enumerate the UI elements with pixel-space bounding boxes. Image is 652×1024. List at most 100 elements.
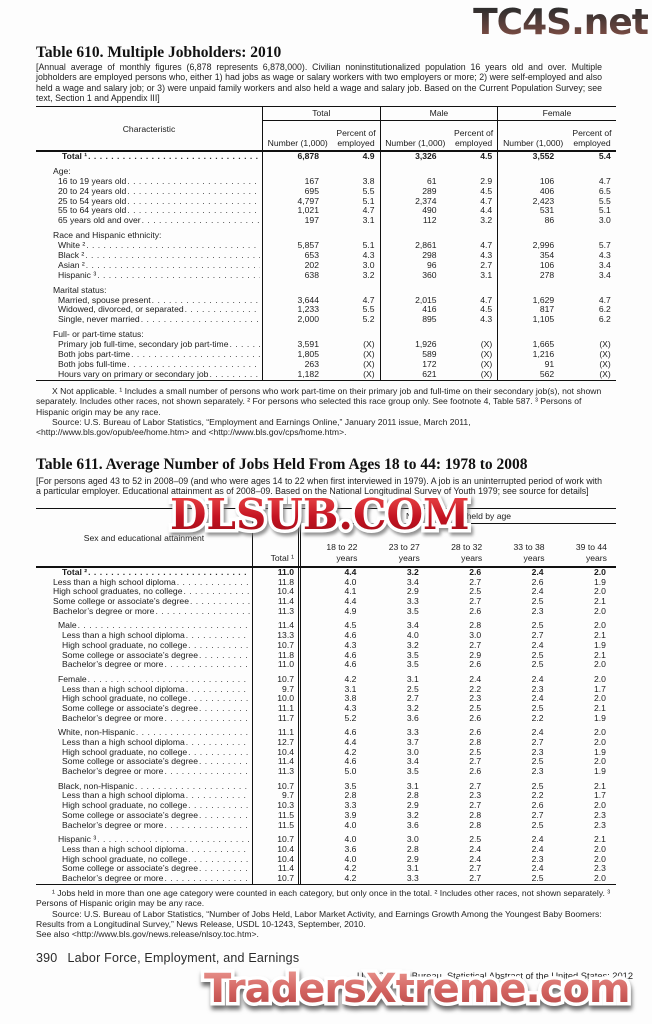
- row-label: Male: [58, 621, 77, 631]
- value-cell: 4.7: [333, 295, 381, 306]
- row-label-cell: Female: [36, 674, 253, 685]
- page-footer: 390 Labor Force, Employment, and Earnings: [36, 951, 299, 965]
- value-cell: 2.4: [469, 844, 482, 854]
- value-cell: 2,374: [415, 196, 437, 206]
- dot-leader: [164, 821, 250, 831]
- value-cell: 2,996: [532, 241, 555, 251]
- row-label-cell: Bachelor’s degree or more: [36, 660, 253, 670]
- value-cell: 11.3: [253, 606, 301, 617]
- value-cell: 10.7: [253, 873, 301, 884]
- value-cell: 2.7: [469, 781, 482, 791]
- dot-leader: [230, 340, 261, 350]
- table-row: 55 to 64 years old 1,021 4.7 490 4.4 531 5.1: [36, 206, 616, 217]
- value-cell: 2.0: [594, 568, 606, 577]
- value-cell: 4.7: [333, 206, 381, 217]
- value-cell: 278: [539, 270, 555, 280]
- value-cell: 3,591: [297, 340, 319, 350]
- value-cell: 2.7: [469, 577, 482, 587]
- value-cell: [568, 167, 616, 177]
- row-label-cell: Black, non-Hispanic: [36, 781, 253, 792]
- value-cell: 4.7: [598, 176, 611, 186]
- value-cell: 1.9: [594, 640, 606, 650]
- table-row: 25 to 54 years old 4,797 5.1 2,374 4.7 2,423 5…: [36, 196, 616, 207]
- value-cell: 2.2: [531, 791, 544, 801]
- table-row: Bachelor’s degree or more 11.0 4.6 3.5 2.6 2.…: [36, 660, 616, 670]
- table-section-row: Age:: [36, 166, 616, 177]
- value-cell: 5.2: [333, 315, 381, 326]
- dot-leader: [199, 704, 250, 714]
- value-cell: 2.0: [594, 757, 606, 767]
- value-cell: 4.7: [451, 241, 499, 252]
- value-cell: 2.7: [406, 694, 419, 704]
- table-row: Bachelor’s degree or more 11.3 5.0 3.5 2.6 2.…: [36, 767, 616, 777]
- table-row: High school graduate, no college 10.0 3.8 2…: [36, 694, 616, 704]
- value-cell: 11.4: [253, 597, 301, 607]
- table-row: Total ² 11.0 4.4 3.2 2.6 2.4 2.0: [36, 568, 616, 578]
- value-cell: 10.4: [253, 587, 301, 598]
- value-cell: 2.4: [531, 674, 544, 684]
- value-cell: [451, 166, 499, 177]
- value-cell: 2.6: [469, 767, 482, 777]
- value-cell: 4.3: [344, 703, 357, 713]
- value-cell: 2.9: [451, 176, 499, 187]
- dot-leader: [186, 791, 250, 801]
- value-cell: 4.4: [344, 738, 357, 747]
- row-label: Primary job full-time, secondary job par…: [58, 340, 229, 350]
- value-cell: [451, 280, 499, 286]
- value-cell: 3.0: [406, 835, 419, 845]
- dot-leader: [164, 874, 250, 884]
- row-label-cell: Some college or associate’s degree: [36, 864, 253, 874]
- value-cell: 96: [427, 260, 437, 270]
- value-cell: 2.8: [406, 791, 419, 801]
- value-cell: 4.5: [451, 152, 499, 162]
- value-cell: 11.7: [253, 713, 301, 724]
- value-cell: [333, 166, 381, 177]
- table-row: Married, spouse present 3,644 4.7 2,015 4.7 1…: [36, 295, 616, 306]
- value-cell: 5.4: [598, 152, 611, 161]
- value-cell: 11.0: [253, 568, 301, 578]
- value-cell: 197: [304, 216, 319, 226]
- dot-leader: [97, 835, 250, 845]
- table-gap-row: [36, 226, 616, 232]
- table-row: Some college or associate’s degree 11.1 4.…: [36, 703, 616, 714]
- row-label: Married, spouse present: [58, 295, 151, 305]
- value-cell: 3.4: [598, 260, 611, 270]
- value-cell: [451, 285, 499, 296]
- value-cell: [253, 830, 301, 836]
- value-cell: 1.9: [594, 747, 606, 757]
- value-cell: 1,216: [532, 350, 555, 360]
- row-label-cell: Married, spouse present: [36, 295, 263, 306]
- value-cell: 3.5: [406, 660, 419, 670]
- value-cell: 2.0: [594, 728, 606, 738]
- value-cell: 4.6: [344, 631, 357, 641]
- value-cell: 4.0: [344, 835, 357, 845]
- value-cell: 2.5: [531, 873, 544, 883]
- value-cell: [451, 231, 499, 242]
- row-label-cell: Less than a high school diploma: [36, 684, 253, 695]
- value-cell: 3.6: [406, 820, 419, 830]
- value-cell: (X): [333, 359, 381, 370]
- row-label-cell: Hours vary on primary or secondary job: [36, 369, 263, 380]
- value-cell: [381, 286, 451, 296]
- value-cell: (X): [599, 359, 611, 369]
- value-cell: 2.5: [469, 835, 482, 845]
- value-cell: 3.2: [406, 568, 419, 577]
- table611-title: Table 611. Average Number of Jobs Held F…: [36, 456, 528, 473]
- row-label-cell: High school graduate, no college: [36, 801, 253, 811]
- value-cell: 5.5: [333, 305, 381, 316]
- value-cell: 2.3: [594, 810, 606, 820]
- row-label: 65 years old and over: [58, 216, 141, 226]
- value-cell: 2.5: [406, 684, 419, 694]
- value-cell: 2.5: [531, 660, 544, 670]
- row-label-cell: Age:: [36, 166, 263, 177]
- value-cell: 4.2: [344, 747, 357, 757]
- value-cell: [498, 286, 568, 296]
- value-cell: 3.5: [406, 767, 419, 777]
- row-label: Full- or part-time status:: [53, 330, 144, 340]
- row-label-cell: Both jobs part-time: [36, 350, 263, 360]
- table611-col-header: Sex and educational attainment: [36, 509, 253, 566]
- row-label: High school graduate, no college: [62, 854, 188, 864]
- value-cell: 2.0: [594, 674, 606, 684]
- row-label-cell: Bachelor’s degree or more: [36, 767, 253, 777]
- row-label: Less than a high school diploma: [62, 631, 185, 641]
